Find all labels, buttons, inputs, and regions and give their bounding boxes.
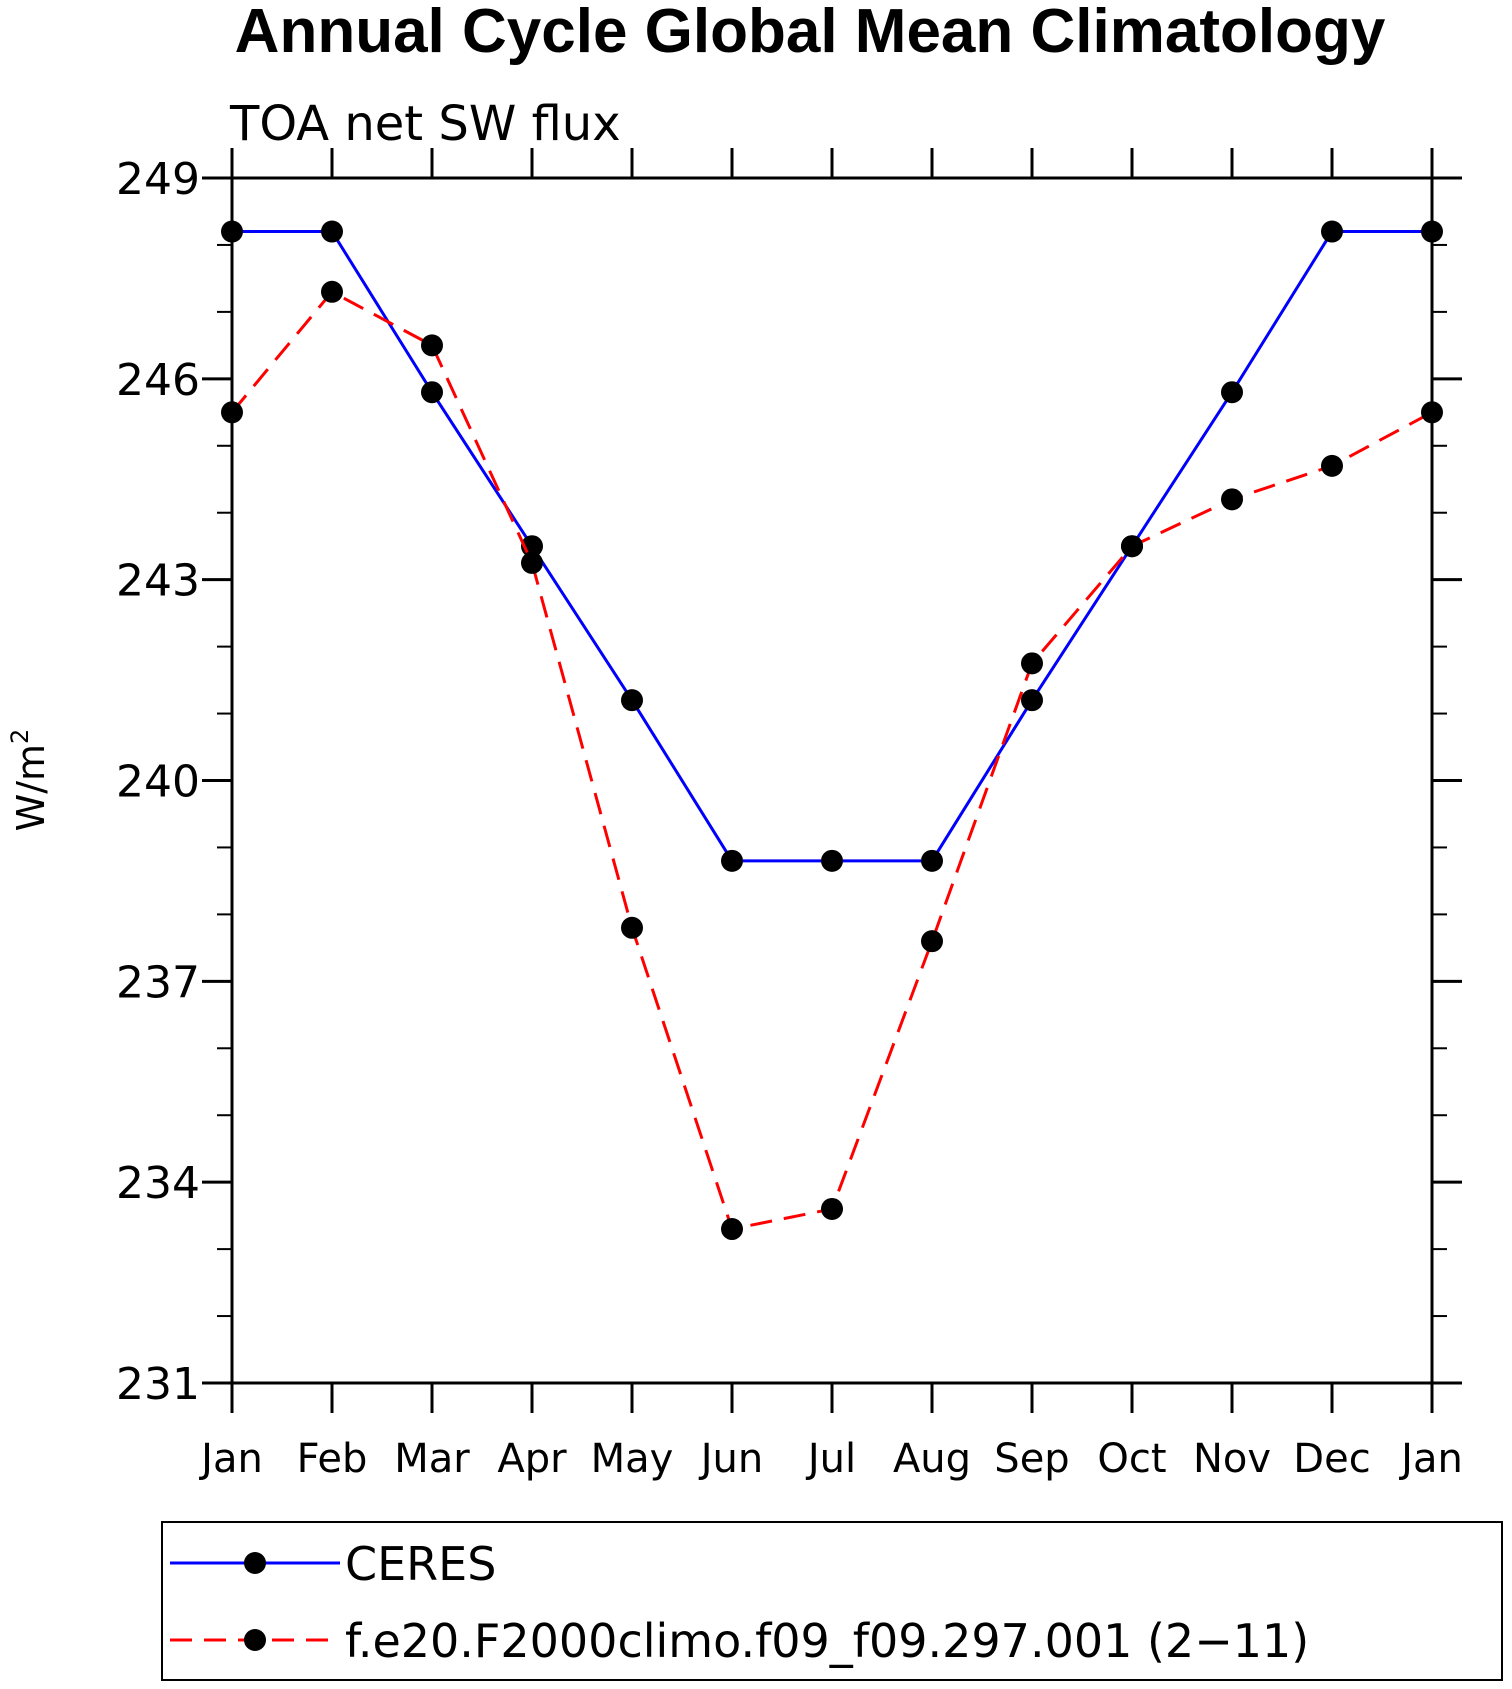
x-tick-label-2: Mar [394,1436,470,1482]
legend: CERES f.e20.F2000climo.f09_f09.297.001 (… [161,1521,1503,1681]
series-0-point-1 [321,220,343,243]
legend-label-ceres: CERES [345,1537,496,1591]
series-0-point-12 [1421,220,1443,243]
series-0-point-5 [721,849,743,872]
x-tick-label-7: Aug [893,1436,971,1482]
series-1-point-11 [1321,454,1343,477]
series-1-point-8 [1021,652,1043,675]
y-tick-label-234: 234 [116,1158,200,1209]
legend-box [161,1521,1503,1681]
x-tick-label-9: Oct [1097,1436,1166,1482]
series-0-point-10 [1221,381,1243,404]
series-1-point-5 [721,1218,743,1241]
y-axis-label-text: W/m [9,744,53,831]
x-tick-label-6: Jul [805,1436,856,1482]
x-axis-ticks: Jan Feb Mar Apr May Jun Jul Aug Sep Oct Nov Dec Jan [198,148,1463,1482]
y-axis-ticks: 231 234 237 240 243 246 249 [116,154,1462,1410]
series-0-point-2 [421,381,443,404]
y-tick-label-243: 243 [116,556,200,607]
y-axis-label: W/m2 [6,729,53,832]
y-tick-label-246: 246 [116,355,200,406]
series-layer [221,220,1443,1241]
chart-title: Annual Cycle Global Mean Climatology [235,0,1386,66]
series-line-1 [230,289,1433,1231]
series-0-point-11 [1321,220,1343,243]
x-tick-label-12: Jan [1398,1436,1463,1482]
x-tick-label-4: May [591,1436,674,1482]
series-1-point-9 [1121,535,1143,558]
y-tick-label-237: 237 [116,957,200,1008]
series-1-point-12 [1421,401,1443,424]
series-1-point-0 [221,401,243,424]
y-tick-label-231: 231 [116,1359,200,1410]
series-1-point-1 [321,280,343,303]
x-tick-label-0: Jan [198,1436,263,1482]
series-line-0 [232,230,1432,863]
series-1-point-3 [521,551,543,574]
y-tick-label-249: 249 [116,154,200,205]
x-tick-label-10: Nov [1193,1436,1271,1482]
series-0-point-0 [221,220,243,243]
series-1-point-10 [1221,488,1243,511]
series-0-point-8 [1021,689,1043,712]
x-tick-label-11: Dec [1293,1436,1370,1482]
legend-marker-model [244,1629,266,1651]
x-tick-label-3: Apr [497,1436,567,1482]
y-axis-label-superscript: 2 [6,729,34,744]
series-0-point-4 [621,689,643,712]
series-1-point-4 [621,916,643,939]
chart-subtitle: TOA net SW flux [229,96,621,152]
legend-label-model: f.e20.F2000climo.f09_f09.297.001 (2−11) [345,1614,1309,1668]
x-tick-label-1: Feb [297,1436,368,1482]
y-tick-label-240: 240 [116,757,200,808]
x-tick-label-5: Jun [698,1436,764,1482]
series-1-point-2 [421,334,443,357]
series-0-point-7 [921,849,943,872]
series-0-point-6 [821,849,843,872]
series-1-point-6 [821,1197,843,1220]
series-1-point-7 [921,930,943,953]
legend-marker-ceres [244,1552,266,1574]
x-tick-label-8: Sep [994,1436,1069,1482]
